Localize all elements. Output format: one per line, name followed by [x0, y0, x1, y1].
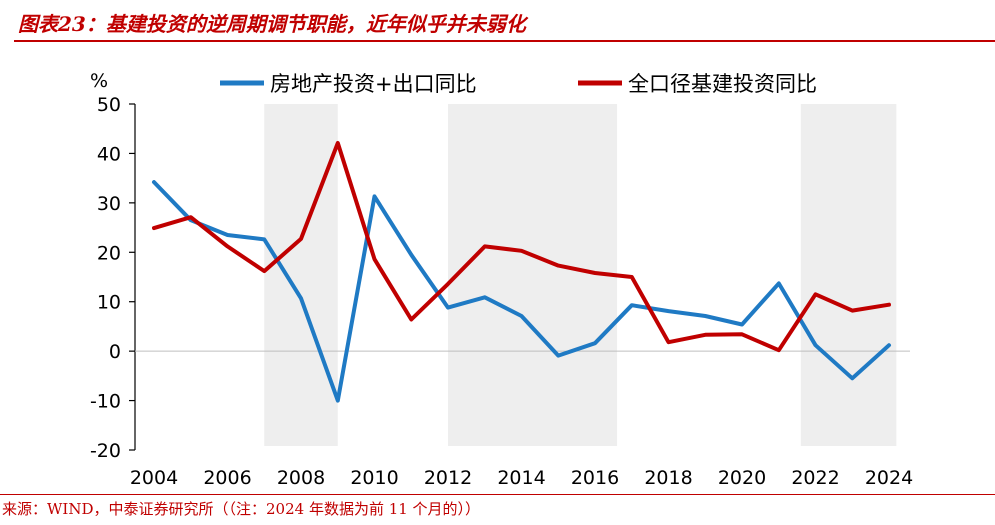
- legend-label-red: 全口径基建投资同比: [628, 72, 817, 96]
- line-chart: 房地产投资+出口同比 全口径基建投资同比 % 50403020100-10-20…: [90, 70, 913, 489]
- x-tick-label-3: 2010: [350, 467, 398, 489]
- title-underline: [14, 40, 995, 42]
- y-tick-label-3: 20: [97, 242, 121, 264]
- shaded-period-2: [800, 104, 897, 446]
- shaded-period-1: [448, 104, 618, 446]
- series-lines: [152, 141, 891, 403]
- x-tick-label-6: 2016: [571, 467, 619, 489]
- y-tick-label-4: 10: [97, 292, 121, 314]
- x-tick-label-2: 2008: [277, 467, 325, 489]
- x-tick-label-10: 2024: [865, 467, 913, 489]
- x-tick-label-4: 2012: [424, 467, 472, 489]
- y-tick-label-1: 40: [97, 143, 121, 165]
- x-tick-label-1: 2006: [203, 467, 251, 489]
- x-tick-label-8: 2020: [718, 467, 766, 489]
- y-tick-label-5: 0: [109, 341, 121, 363]
- x-tick-label-9: 2022: [791, 467, 839, 489]
- y-tick-label-2: 30: [97, 193, 121, 215]
- source-rule: [0, 494, 995, 495]
- x-tick-label-5: 2014: [497, 467, 545, 489]
- legend-label-blue: 房地产投资+出口同比: [270, 72, 477, 96]
- source-note: 来源：WIND，中泰证券研究所（（注：2024 年数据为前 11 个月的））: [2, 500, 481, 518]
- series-line-1: [152, 141, 891, 353]
- x-tick-label-7: 2018: [644, 467, 692, 489]
- shaded-period-0: [264, 104, 338, 446]
- shaded-periods: [264, 104, 897, 446]
- figure-header: 图表23：基建投资的逆周期调节职能，近年似乎并未弱化: [0, 0, 995, 42]
- figure-title: 图表23：基建投资的逆周期调节职能，近年似乎并未弱化: [18, 12, 526, 36]
- y-axis-unit-label: %: [90, 70, 108, 92]
- y-tick-label-7: -20: [90, 440, 121, 462]
- y-tick-label-6: -10: [90, 391, 121, 413]
- y-tick-label-0: 50: [97, 94, 121, 116]
- chart-legend: 房地产投资+出口同比 全口径基建投资同比: [220, 72, 817, 96]
- x-tick-label-0: 2004: [130, 467, 178, 489]
